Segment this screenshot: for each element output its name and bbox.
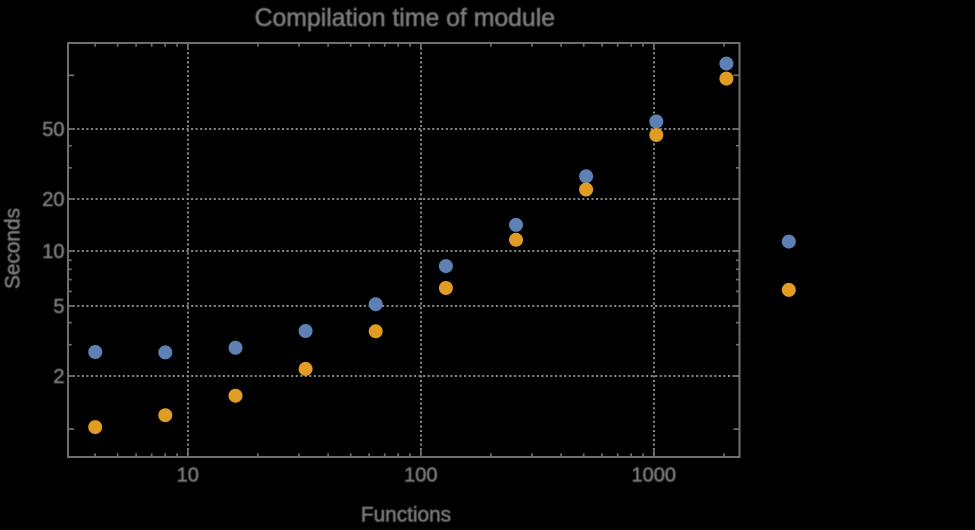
svg-text:100: 100	[404, 465, 437, 487]
svg-text:Functions: Functions	[361, 504, 451, 525]
svg-text:10: 10	[42, 241, 64, 263]
svg-text:5: 5	[53, 296, 64, 318]
svg-text:Compilation time of module: Compilation time of module	[255, 5, 555, 32]
svg-text:20: 20	[42, 189, 64, 211]
svg-text:50: 50	[42, 119, 64, 141]
svg-text:10: 10	[177, 465, 199, 487]
svg-text:Seconds: Seconds	[2, 208, 25, 289]
svg-text:2: 2	[53, 366, 64, 388]
svg-text:1000: 1000	[632, 465, 677, 487]
